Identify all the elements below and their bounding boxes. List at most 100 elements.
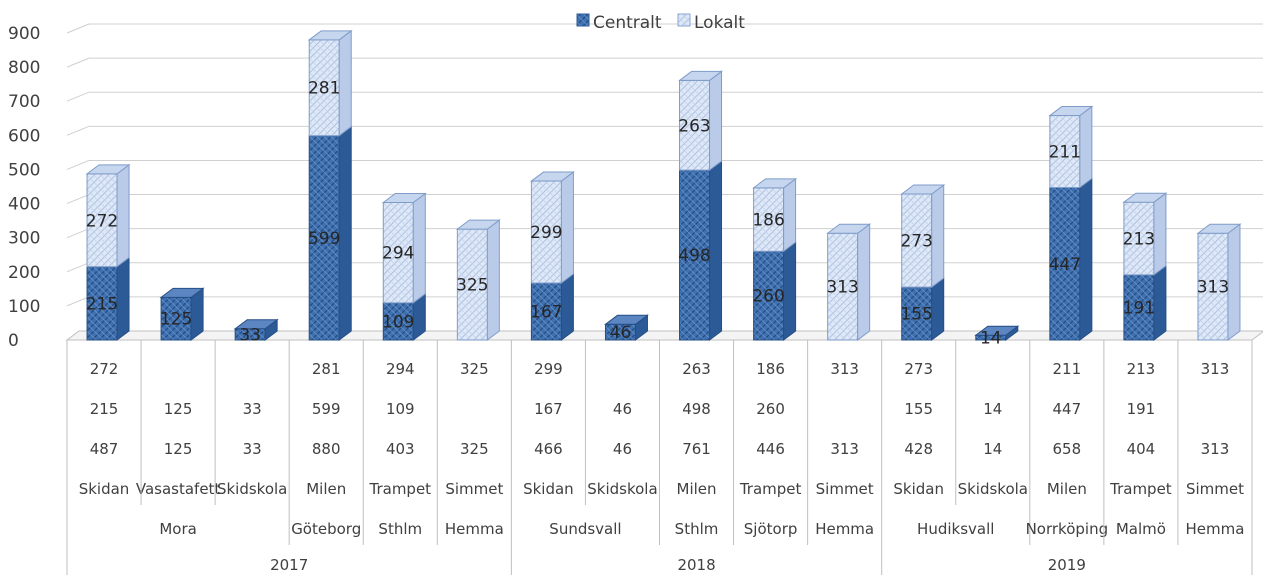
table-value-total: 403	[386, 440, 415, 458]
bar-lokalt-side	[1079, 105, 1093, 189]
legend-label-lokalt: Lokalt	[694, 13, 745, 33]
gridline-diag	[66, 57, 90, 68]
table-value-centralt: 33	[243, 400, 262, 418]
bar-label-centralt: 498	[678, 246, 710, 266]
table-value-total: 404	[1127, 440, 1156, 458]
bar-centralt	[753, 241, 797, 341]
bar-lokalt-side	[116, 163, 130, 268]
location-label: Mora	[159, 520, 196, 538]
bars: 215 272 125 33 599 281 109 294 325 167 299 46 498 263…	[85, 29, 1242, 349]
table-value-lokalt: 213	[1127, 360, 1156, 378]
category-label: Trampet	[1109, 480, 1172, 498]
bar-lokalt	[529, 171, 575, 285]
bar-lokalt-front	[679, 79, 711, 171]
bar-centralt	[159, 287, 205, 341]
bar-lokalt-top	[381, 193, 427, 204]
bar-lokalt-top	[900, 184, 946, 195]
bar-lokalt-top	[529, 171, 575, 182]
y-tick-label: 600	[8, 126, 40, 146]
location-label: Sundsvall	[549, 520, 621, 538]
category-label: Simmet	[1186, 480, 1244, 498]
category-label: Simmet	[445, 480, 503, 498]
bar-label-lokalt: 186	[752, 211, 784, 231]
bar-centralt-front	[382, 302, 414, 341]
bar-label-centralt: 191	[1123, 298, 1155, 318]
bar-label-centralt: 33	[239, 325, 261, 345]
bar-centralt-side	[1079, 177, 1093, 341]
y-tick-label: 200	[8, 263, 40, 283]
table-value-total: 487	[90, 440, 119, 458]
bar-lokalt	[678, 70, 724, 172]
year-label: 2018	[677, 556, 715, 574]
bar-label-centralt: 14	[980, 329, 1002, 349]
location-label: Hemma	[445, 520, 504, 538]
bar-label-lokalt: 211	[1049, 143, 1081, 163]
table-value-total: 14	[983, 440, 1002, 458]
bar-label-centralt: 46	[610, 323, 632, 343]
bar-centralt-side	[709, 160, 723, 341]
bar-lokalt-top	[752, 178, 798, 189]
bar-lokalt-side	[931, 184, 945, 289]
table-value-centralt: 14	[983, 400, 1002, 418]
gridline-diag	[66, 228, 90, 239]
bar-label-centralt: 599	[308, 229, 340, 249]
bar-centralt	[974, 325, 1020, 341]
bar-centralt-front	[1049, 187, 1081, 341]
table-value-lokalt: 211	[1053, 360, 1082, 378]
table-value-lokalt: 186	[756, 360, 785, 378]
bar-lokalt	[307, 29, 353, 137]
bar-label-centralt: 215	[86, 294, 118, 314]
bar-lokalt-side	[1153, 192, 1167, 276]
table-value-total: 313	[830, 440, 859, 458]
bar-label-lokalt: 281	[308, 79, 340, 99]
bar-lokalt-top	[455, 219, 501, 230]
gridline-diag	[66, 125, 90, 136]
bar-label-lokalt: 313	[826, 278, 858, 298]
bar-lokalt-top	[307, 30, 353, 41]
bar-label-lokalt: 272	[86, 211, 118, 231]
table-value-centralt: 46	[613, 400, 632, 418]
gridline-diag	[66, 296, 90, 307]
bar-centralt-top	[974, 325, 1020, 336]
bar-lokalt-top	[1122, 192, 1168, 203]
bar-lokalt-front	[827, 232, 859, 341]
table-value-lokalt: 272	[90, 360, 119, 378]
table-value-total: 466	[534, 440, 563, 458]
table-value-total: 761	[682, 440, 711, 458]
location-label: Hemma	[815, 520, 874, 538]
table-value-centralt: 155	[904, 400, 933, 418]
location-label: Hudiksvall	[917, 520, 994, 538]
bar-label-lokalt: 273	[900, 232, 932, 252]
bar-centralt-side	[560, 273, 574, 341]
table-value-centralt: 260	[756, 400, 785, 418]
bar-centralt	[233, 318, 279, 341]
table-value-lokalt: 325	[460, 360, 489, 378]
gridline-diag	[66, 23, 90, 34]
bar-centralt-side	[783, 241, 797, 341]
bar-centralt-top	[159, 287, 205, 298]
bar-lokalt-front	[1197, 232, 1229, 341]
table-value-centralt: 498	[682, 400, 711, 418]
bar-lokalt	[455, 219, 501, 341]
bar-lokalt-side	[338, 29, 352, 137]
table-value-centralt: 167	[534, 400, 563, 418]
table-value-total: 428	[904, 440, 933, 458]
bar-centralt	[382, 292, 426, 341]
y-tick-label: 700	[8, 92, 40, 112]
category-label: Vasastafett	[136, 480, 221, 498]
bar-lokalt	[826, 223, 872, 341]
bar-label-centralt: 167	[530, 303, 562, 323]
table-value-lokalt: 299	[534, 360, 563, 378]
table-value-centralt: 447	[1053, 400, 1082, 418]
table-value-centralt: 215	[90, 400, 119, 418]
bar-centralt	[1049, 177, 1093, 341]
location-label: Sjötorp	[744, 520, 798, 538]
location-label: Hemma	[1186, 520, 1245, 538]
y-tick-label: 100	[8, 297, 40, 317]
table-value-total: 658	[1053, 440, 1082, 458]
table-value-total: 33	[243, 440, 262, 458]
bar-lokalt-side	[412, 192, 426, 304]
bar-lokalt	[85, 163, 131, 268]
bar-centralt-top	[603, 314, 649, 325]
